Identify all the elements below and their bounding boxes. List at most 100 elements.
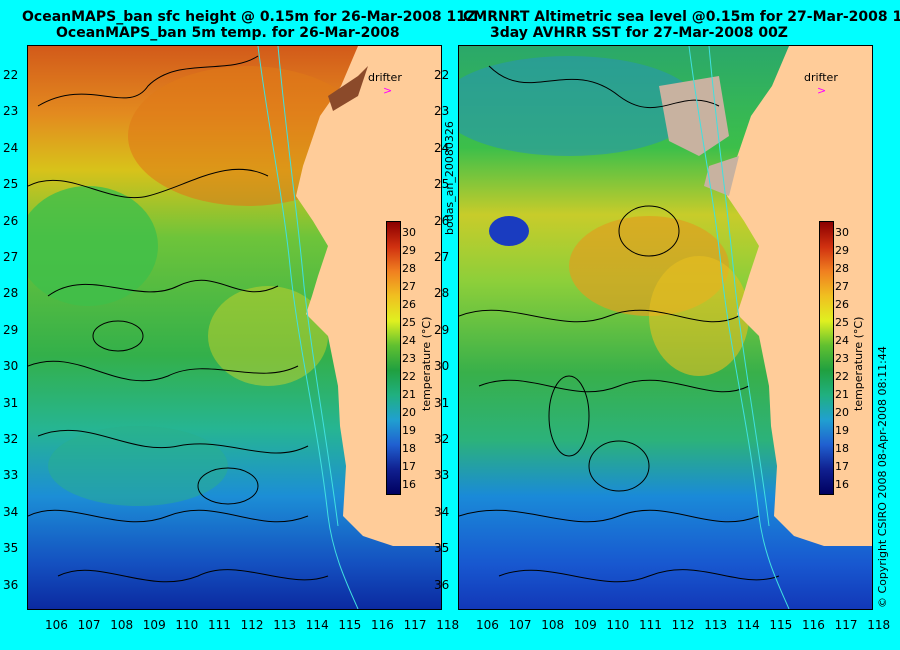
y-tick-label: 31 — [3, 395, 19, 410]
y-tick-label: 35 — [3, 541, 19, 556]
colorbar-tick-label: 18 — [402, 442, 416, 455]
colorbar-tick-label: 27 — [402, 280, 416, 293]
y-tick-label: 36 — [434, 577, 450, 592]
right-colorbar-label: temperature (°C) — [852, 316, 865, 411]
colorbar-tick-label: 21 — [402, 388, 416, 401]
y-tick-label: 30 — [434, 359, 450, 374]
colorbar-tick-label: 23 — [835, 352, 849, 365]
y-tick-label: 33 — [3, 468, 19, 483]
right-sst-map — [459, 46, 872, 609]
colorbar-tick-label: 30 — [835, 226, 849, 239]
x-tick-label: 107 — [77, 618, 101, 632]
colorbar-tick-label: 17 — [835, 460, 849, 473]
left-map-panel: drifter > temperature (°C) 30 29 28 27 26 25 2… — [27, 45, 442, 610]
colorbar-tick-label: 26 — [402, 298, 416, 311]
x-tick-label: 118 — [867, 618, 891, 632]
x-tick-label: 110 — [606, 618, 630, 632]
right-land — [727, 46, 872, 546]
left-drifter-label: drifter — [368, 71, 402, 84]
y-tick-label: 22 — [434, 68, 450, 82]
y-tick-label: 33 — [434, 468, 450, 483]
x-tick-label: 106 — [45, 618, 68, 632]
right-title-line2: 3day AVHRR SST for 27-Mar-2008 00Z — [490, 25, 788, 41]
left-drifter-marker: > — [383, 84, 393, 97]
y-tick-label: 24 — [434, 140, 450, 155]
colorbar-tick-label: 24 — [402, 334, 416, 347]
y-tick-label: 30 — [3, 359, 19, 374]
x-tick-label: 115 — [769, 618, 793, 632]
x-tick-label: 112 — [240, 618, 264, 632]
y-tick-label: 27 — [434, 250, 450, 264]
x-tick-label: 115 — [338, 618, 362, 632]
x-tick-label: 118 — [436, 618, 460, 632]
colorbar-tick-label: 18 — [835, 442, 849, 455]
y-tick-label: 23 — [3, 104, 19, 119]
y-tick-label: 35 — [434, 541, 450, 556]
y-tick-label: 34 — [3, 504, 19, 519]
colorbar-tick-label: 27 — [835, 280, 849, 293]
colorbar-tick-label: 19 — [835, 424, 849, 437]
left-title-line1: OceanMAPS_ban sfc height @ 0.15m for 26-… — [22, 9, 477, 25]
colorbar-tick-label: 20 — [402, 406, 416, 419]
colorbar-tick-label: 19 — [402, 424, 416, 437]
right-cloud-patch — [659, 76, 729, 156]
y-tick-label: 27 — [3, 250, 19, 264]
left-sst-map — [28, 46, 441, 609]
y-tick-label: 34 — [434, 504, 450, 519]
left-colorbar-label: temperature (°C) — [420, 316, 433, 411]
y-tick-label: 22 — [3, 68, 19, 82]
right-drifter-marker: > — [817, 84, 827, 97]
colorbar-tick-label: 30 — [402, 226, 416, 239]
colorbar-tick-label: 28 — [835, 262, 849, 275]
y-tick-label: 23 — [434, 104, 450, 119]
colorbar-tick-label: 17 — [402, 460, 416, 473]
copyright-label: © Copyright CSIRO 2008 08-Apr-2008 08:11… — [876, 346, 889, 608]
left-colorbar — [386, 221, 401, 495]
x-tick-label: 112 — [671, 618, 695, 632]
y-tick-label: 29 — [434, 322, 450, 337]
colorbar-tick-label: 16 — [835, 478, 849, 491]
y-tick-label: 26 — [3, 213, 19, 228]
colorbar-tick-label: 23 — [402, 352, 416, 365]
colorbar-tick-label: 22 — [835, 370, 849, 383]
x-tick-label: 113 — [704, 618, 728, 632]
y-tick-label: 32 — [3, 432, 19, 446]
colorbar-tick-label: 24 — [835, 334, 849, 347]
x-tick-label: 114 — [736, 618, 760, 632]
colorbar-tick-label: 16 — [402, 478, 416, 491]
colorbar-tick-label: 28 — [402, 262, 416, 275]
y-tick-label: 24 — [3, 140, 19, 155]
x-tick-label: 117 — [403, 618, 427, 632]
left-title-line2: OceanMAPS_ban 5m temp. for 26-Mar-2008 — [56, 25, 400, 41]
x-tick-label: 107 — [508, 618, 532, 632]
y-tick-label: 29 — [3, 322, 19, 337]
y-tick-label: 25 — [434, 177, 450, 192]
x-tick-label: 111 — [208, 618, 231, 632]
y-tick-label: 25 — [3, 177, 19, 192]
x-tick-label: 114 — [305, 618, 329, 632]
x-tick-label: 111 — [639, 618, 662, 632]
x-tick-label: 117 — [834, 618, 858, 632]
y-tick-label: 28 — [434, 286, 450, 301]
y-tick-label: 32 — [434, 432, 450, 446]
x-tick-label: 116 — [802, 618, 825, 632]
colorbar-tick-label: 25 — [402, 316, 416, 329]
colorbar-tick-label: 26 — [835, 298, 849, 311]
x-tick-label: 108 — [110, 618, 134, 632]
colorbar-tick-label: 25 — [835, 316, 849, 329]
x-tick-label: 116 — [371, 618, 394, 632]
x-tick-label: 108 — [541, 618, 565, 632]
colorbar-tick-label: 29 — [835, 244, 849, 257]
right-drifter-label: drifter — [804, 71, 838, 84]
right-title-line1: CMRNRT Altimetric sea level @0.15m for 2… — [463, 9, 900, 25]
colorbar-tick-label: 21 — [835, 388, 849, 401]
x-tick-label: 106 — [476, 618, 499, 632]
right-colorbar — [819, 221, 834, 495]
right-map-panel: drifter > temperature (°C) 30 29 28 27 26 25 2… — [458, 45, 873, 610]
colorbar-tick-label: 20 — [835, 406, 849, 419]
x-tick-label: 113 — [273, 618, 297, 632]
x-tick-label: 110 — [175, 618, 199, 632]
x-tick-label: 109 — [142, 618, 166, 632]
y-tick-label: 36 — [3, 577, 19, 592]
y-tick-label: 26 — [434, 213, 450, 228]
